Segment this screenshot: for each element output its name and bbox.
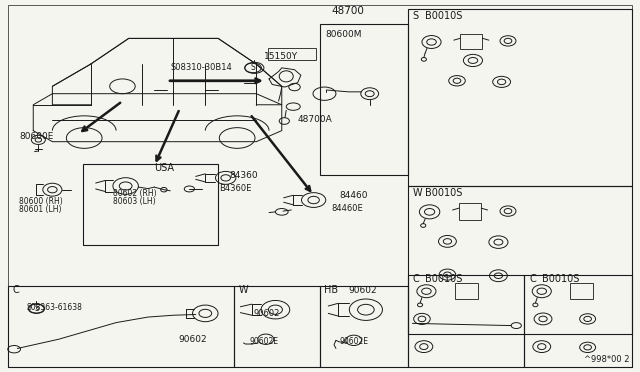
- Text: ^998*00 2: ^998*00 2: [584, 355, 629, 364]
- Text: 48700A: 48700A: [298, 115, 332, 124]
- Text: 80603 (LH): 80603 (LH): [113, 197, 156, 206]
- Bar: [459, 203, 481, 220]
- Text: 80602 (RH): 80602 (RH): [113, 189, 157, 198]
- Bar: [408, 275, 524, 367]
- Text: 90602: 90602: [179, 336, 207, 344]
- Text: B4360E: B4360E: [220, 185, 252, 193]
- Text: HB: HB: [324, 285, 339, 295]
- Bar: [570, 283, 593, 299]
- Text: S: S: [251, 63, 255, 72]
- Text: 80601 (LH): 80601 (LH): [19, 205, 61, 214]
- Text: USA: USA: [154, 163, 174, 173]
- Text: S: S: [412, 11, 419, 21]
- Bar: [8, 286, 234, 367]
- Text: C: C: [529, 274, 536, 284]
- Text: 90602: 90602: [349, 286, 378, 295]
- Bar: [455, 283, 478, 299]
- Text: B0010S: B0010S: [425, 274, 463, 284]
- Text: 90602: 90602: [253, 309, 280, 318]
- Text: 15150Y: 15150Y: [264, 52, 298, 61]
- Text: S08310-30B14: S08310-30B14: [170, 63, 232, 72]
- Text: B0010S: B0010S: [425, 188, 463, 198]
- Text: 80600M: 80600M: [325, 30, 362, 39]
- Text: 84460E: 84460E: [332, 203, 364, 213]
- Bar: [83, 164, 218, 245]
- Text: B0010S: B0010S: [425, 11, 463, 21]
- Bar: [268, 48, 316, 61]
- Text: 48700: 48700: [332, 6, 364, 16]
- Text: 84460: 84460: [339, 191, 367, 200]
- Bar: [460, 34, 483, 49]
- Text: 84360: 84360: [230, 171, 258, 180]
- Text: B0010S: B0010S: [541, 274, 579, 284]
- Text: 80600 (RH): 80600 (RH): [19, 197, 63, 206]
- Text: S08363-61638: S08363-61638: [27, 303, 83, 312]
- Text: C: C: [412, 274, 419, 284]
- Text: W: W: [239, 285, 248, 295]
- Text: C: C: [13, 285, 20, 295]
- Text: 90602E: 90602E: [250, 337, 279, 346]
- Bar: [524, 275, 632, 367]
- Text: S: S: [34, 304, 39, 313]
- Text: 90602E: 90602E: [339, 337, 368, 346]
- Bar: [408, 9, 632, 186]
- Bar: [234, 286, 320, 367]
- Text: 80600E: 80600E: [19, 132, 54, 141]
- Bar: [320, 286, 408, 367]
- Bar: [320, 23, 408, 175]
- Text: W: W: [412, 188, 422, 198]
- Bar: [408, 186, 632, 334]
